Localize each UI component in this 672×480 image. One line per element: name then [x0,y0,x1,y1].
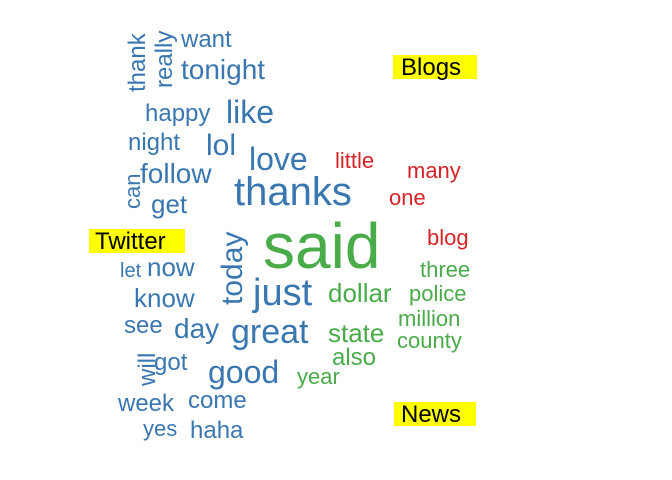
word-great: great [231,313,309,351]
word-now: now [147,252,195,282]
group-label-blogs: Blogs [401,54,461,81]
word-see: see [124,312,163,339]
word-also: also [332,344,376,371]
word-many: many [407,158,461,183]
word-million: million [398,306,460,331]
word-said: said [263,210,380,282]
group-label-box-twitter [89,229,185,253]
word-week: week [117,390,175,417]
word-dollar: dollar [328,278,392,308]
word-thanks: thanks [234,170,352,214]
word-haha: haha [190,417,244,444]
group-label-box-blogs [393,55,477,79]
word-know: know [134,283,195,313]
word-got: got [154,349,188,376]
word-good: good [208,354,279,390]
word-come: come [188,387,247,414]
word-little: little [335,148,374,173]
word-happy: happy [145,100,210,127]
word-three: three [420,257,470,282]
word-just: just [252,272,313,314]
word-year: year [297,364,340,389]
group-label-box-news [394,402,476,426]
word-day: day [174,313,219,344]
word-blog: blog [427,225,469,250]
word-will: will [134,353,161,387]
word-like: like [226,94,274,130]
word-really: really [151,31,178,88]
word-get: get [151,189,188,219]
group-label-twitter: Twitter [95,228,166,255]
word-today: today [216,232,249,305]
word-tonight: tonight [181,54,265,85]
word-yes: yes [143,416,177,441]
word-county: county [397,328,462,353]
word-can: can [120,174,145,209]
word-thank: thank [124,32,151,92]
word-follow: follow [140,158,212,189]
word-police: police [409,281,466,306]
group-label-news: News [401,401,461,428]
group-labels: Twitter Blogs News [89,54,477,428]
word-love: love [249,141,308,177]
word-want: want [180,26,232,53]
word-state: state [328,318,384,348]
word-lol: lol [206,129,236,162]
word-let: let [120,260,142,282]
word-night: night [128,129,180,156]
word-one: one [389,185,426,210]
